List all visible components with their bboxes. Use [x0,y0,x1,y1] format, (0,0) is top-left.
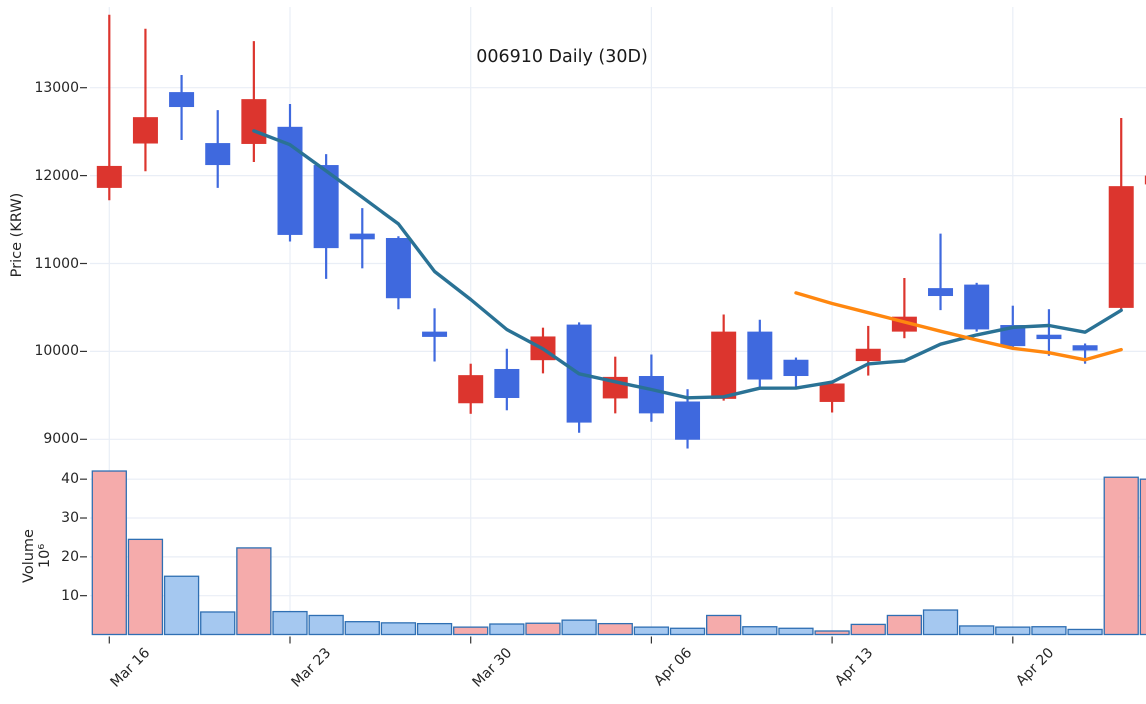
chart-title: 006910 Daily (30D) [476,47,648,67]
volume-bar [489,623,525,636]
volume-bar [380,622,417,636]
candle-body [494,368,520,398]
candle-body [711,331,737,399]
candle-body [819,383,845,402]
candle-body [169,92,195,108]
candle-body [675,401,701,440]
volume-bar [272,610,308,636]
candle-body [638,376,664,414]
volume-bar [706,614,742,636]
ma5-line [252,129,1123,400]
candle-body [1036,334,1062,340]
volume-bar [127,538,164,636]
volume-bar [453,626,489,636]
volume-bar [308,614,344,636]
volume-bar [850,623,886,636]
volume-bar [669,627,706,636]
volume-bar [525,622,561,636]
volume-bar [778,627,814,636]
candle-body [96,165,122,188]
volume-bar [922,609,959,636]
volume-bar [200,611,236,636]
volume-bar [597,622,633,636]
volume-bar [163,575,200,636]
volume-bar [886,614,923,636]
price-tick-label: 11000 [34,255,79,272]
candle-body [747,331,773,380]
volume-bar [344,621,380,636]
volume-bar [1067,628,1103,636]
volume-bar [1031,626,1067,636]
volume-bar [1139,478,1146,636]
volume-tick-label: 40 [61,471,79,488]
candle-body [422,331,448,337]
volume-tick-label: 20 [61,548,79,565]
candle-body [385,238,411,299]
candle-body [1144,175,1146,185]
volume-bar [633,626,670,636]
candle-body [783,359,809,377]
volume-tick-label: 10 [61,587,79,604]
volume-bar [959,625,995,636]
candle-body [855,348,881,362]
candle-body [1108,186,1134,308]
volume-bar [814,630,850,636]
candle-body [458,375,484,404]
candle-body [928,288,954,297]
candle-body [241,99,267,144]
price-tick-label: 10000 [34,343,79,360]
volume-bar [561,619,597,636]
volume-bar [1103,476,1139,636]
volume-bar [995,626,1031,636]
volume-bar [91,470,127,636]
candle-body [132,117,158,144]
volume-bar [236,547,272,636]
price-tick-label: 13000 [34,79,79,96]
candle-body [964,284,990,330]
price-tick-label: 9000 [43,431,79,448]
price-tick-label: 12000 [34,167,79,184]
volume-bar [416,622,453,636]
ma20-line [794,291,1123,362]
candle-body [349,233,375,240]
candle-body [1072,345,1098,351]
volume-bar [742,626,778,636]
volume-tick-label: 30 [61,510,79,526]
candle-body [205,143,231,166]
